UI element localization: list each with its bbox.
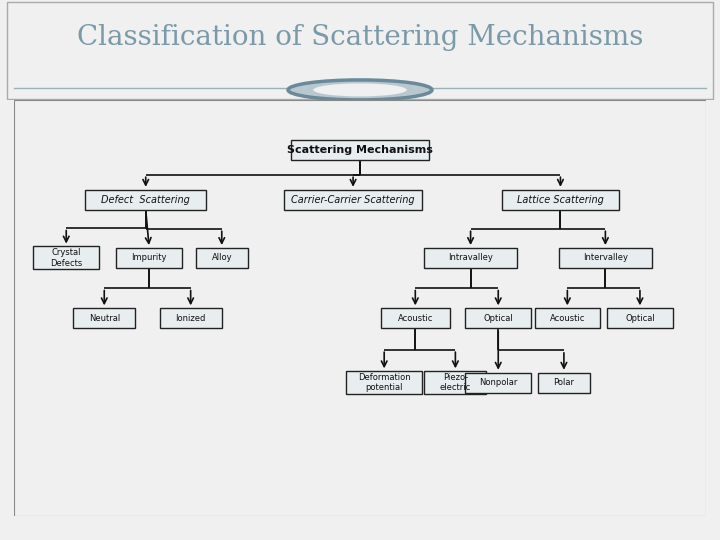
Text: Polar: Polar	[554, 378, 575, 387]
FancyBboxPatch shape	[73, 308, 135, 328]
Text: Deformation
potential: Deformation potential	[358, 373, 410, 393]
FancyBboxPatch shape	[381, 308, 450, 328]
FancyBboxPatch shape	[160, 308, 222, 328]
FancyBboxPatch shape	[534, 308, 600, 328]
FancyBboxPatch shape	[33, 246, 99, 269]
Text: Defect  Scattering: Defect Scattering	[102, 195, 190, 205]
FancyBboxPatch shape	[607, 308, 672, 328]
Text: Acoustic: Acoustic	[549, 314, 585, 323]
FancyBboxPatch shape	[284, 190, 422, 210]
Text: Piezo-
electric: Piezo- electric	[440, 373, 471, 393]
Circle shape	[288, 80, 432, 100]
Text: Ionized: Ionized	[176, 314, 206, 323]
Text: Alloy: Alloy	[212, 253, 232, 262]
FancyBboxPatch shape	[117, 248, 182, 268]
Text: Nonpolar: Nonpolar	[479, 378, 518, 387]
Text: Intervalley: Intervalley	[583, 253, 628, 262]
FancyBboxPatch shape	[346, 371, 422, 394]
Text: Carrier-Carrier Scattering: Carrier-Carrier Scattering	[292, 195, 415, 205]
Text: Neutral: Neutral	[89, 314, 120, 323]
FancyBboxPatch shape	[538, 373, 590, 393]
Text: Classification of Scattering Mechanisms: Classification of Scattering Mechanisms	[77, 24, 643, 51]
Text: Crystal
Defects: Crystal Defects	[50, 248, 82, 268]
FancyBboxPatch shape	[196, 248, 248, 268]
FancyBboxPatch shape	[465, 308, 531, 328]
FancyBboxPatch shape	[465, 373, 531, 393]
FancyBboxPatch shape	[502, 190, 619, 210]
Text: Acoustic: Acoustic	[397, 314, 433, 323]
FancyBboxPatch shape	[291, 140, 429, 160]
Text: Optical: Optical	[625, 314, 654, 323]
Circle shape	[313, 83, 407, 97]
Text: Optical: Optical	[483, 314, 513, 323]
FancyBboxPatch shape	[424, 371, 487, 394]
FancyBboxPatch shape	[85, 190, 206, 210]
Text: Lattice Scattering: Lattice Scattering	[517, 195, 604, 205]
Text: Impurity: Impurity	[132, 253, 167, 262]
FancyBboxPatch shape	[424, 248, 517, 268]
Text: Intravalley: Intravalley	[448, 253, 493, 262]
Text: Scattering Mechanisms: Scattering Mechanisms	[287, 145, 433, 155]
FancyBboxPatch shape	[559, 248, 652, 268]
